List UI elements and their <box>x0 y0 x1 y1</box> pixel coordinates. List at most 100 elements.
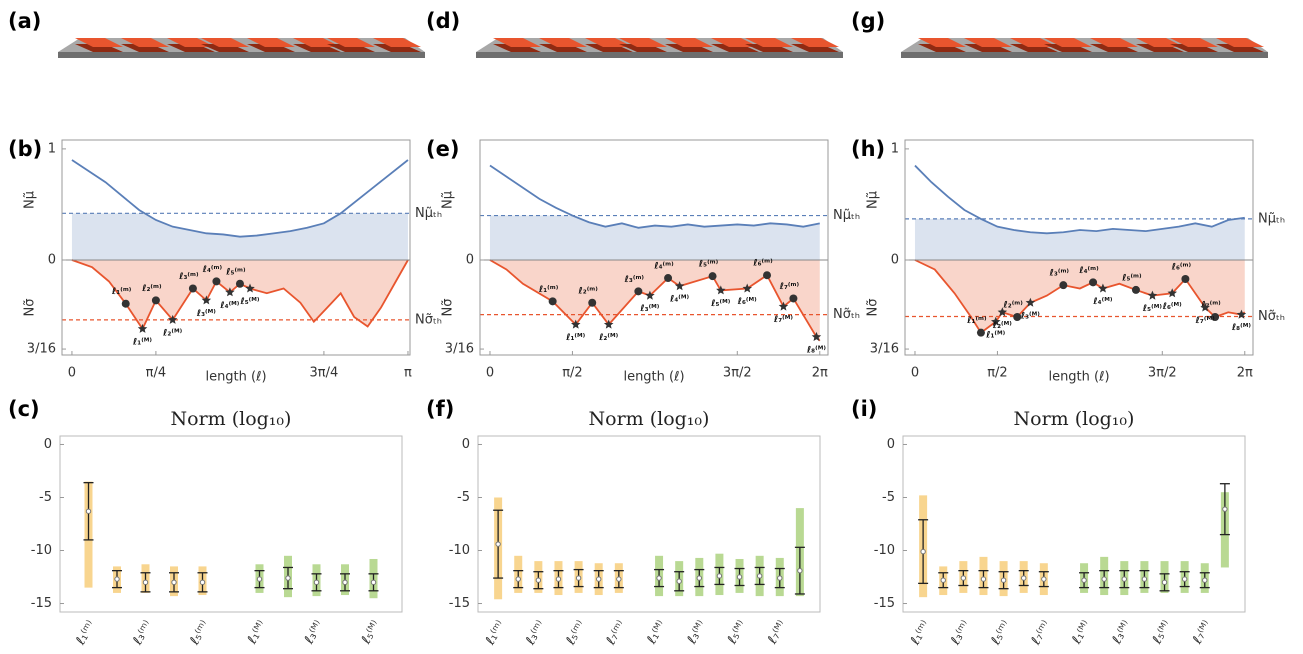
y2-tick-label: 3/16 <box>445 342 474 357</box>
frame <box>61 139 411 356</box>
marker-label: ℓ₆⁽ᵐ⁾ <box>1171 263 1192 273</box>
strip-top <box>619 38 667 47</box>
strip-top <box>1044 38 1092 47</box>
marker-label: ℓ₅⁽ᴹ⁾ <box>710 299 730 309</box>
marker-star <box>716 285 726 295</box>
marker-star <box>997 307 1008 317</box>
marker-label: ℓ₄⁽ᴹ⁾ <box>219 301 239 311</box>
strip-top <box>247 38 295 47</box>
mean-point <box>756 573 763 579</box>
marker-star <box>167 314 178 324</box>
marker-label: ℓ₁⁽ᵐ⁾ <box>538 285 559 295</box>
y-tick-label: -5 <box>882 490 895 505</box>
marker-label: ℓ₆⁽ᴹ⁾ <box>1162 302 1182 312</box>
mean-point <box>1041 576 1047 582</box>
x-tick-label: π <box>404 366 412 381</box>
x-tick-label: ℓ₁⁽ᵐ⁾ <box>483 618 509 648</box>
y-tick-label: 0 <box>44 437 52 452</box>
mean-point <box>960 575 967 581</box>
mean-point <box>716 573 723 579</box>
marker-star <box>225 287 235 297</box>
curve <box>914 164 1245 235</box>
strip-side <box>167 44 215 52</box>
y-tick-label: -10 <box>449 543 470 558</box>
marker-circle <box>212 277 221 286</box>
strip-top <box>121 38 169 47</box>
marker-label: ℓ₁⁽ᴹ⁾ <box>565 333 585 343</box>
frame <box>477 435 821 613</box>
marker-star <box>811 331 822 341</box>
strip-side <box>1216 44 1264 52</box>
marker-label: ℓ₂⁽ᴹ⁾ <box>992 321 1012 331</box>
x-axis-label: length (ℓ) <box>1048 370 1109 385</box>
mean-point <box>535 577 542 583</box>
curve <box>71 159 409 238</box>
curve <box>71 259 409 331</box>
marker-star <box>1147 290 1158 300</box>
y-tick-label: 0 <box>48 253 56 268</box>
marker-label: ℓ₄⁽ᵐ⁾ <box>653 262 674 272</box>
threshold-label: Nσ̃ₜₕ <box>833 307 860 322</box>
strip-side <box>493 44 541 52</box>
x-tick-label: ℓ₁⁽ᵐ⁾ <box>908 618 934 648</box>
strip-side <box>1010 44 1058 52</box>
marker-circle <box>1013 313 1022 321</box>
x-tick-label: ℓ₁⁽ᵐ⁾ <box>73 618 99 648</box>
marker-label: ℓ₅⁽ᴹ⁾ <box>1142 304 1162 314</box>
strip-top <box>964 38 1012 47</box>
x-tick-label: ℓ₃⁽ᵐ⁾ <box>523 618 549 648</box>
marker-star <box>603 319 614 329</box>
mean-point <box>920 548 926 555</box>
strip-side <box>1090 44 1138 52</box>
strip-side <box>964 44 1012 52</box>
area <box>489 260 820 341</box>
threshold-label: Nμ̃ₜₕ <box>415 206 442 221</box>
strip-top <box>539 38 587 47</box>
mean-point <box>656 575 662 581</box>
mean-point <box>1141 576 1148 582</box>
x-tick-label: π/2 <box>987 366 1007 381</box>
strip-side <box>1136 44 1184 52</box>
x-tick-label: ℓ₅⁽ᴹ⁾ <box>358 618 384 647</box>
mean-point <box>1121 576 1127 582</box>
marker-label: ℓ₂⁽ᵐ⁾ <box>1003 301 1024 311</box>
substrate-edge <box>901 52 1268 58</box>
marker-label: ℓ₇⁽ᴹ⁾ <box>773 315 793 325</box>
marker-label: ℓ₃⁽ᵐ⁾ <box>178 272 199 282</box>
strip-side <box>665 44 713 52</box>
marker-circle <box>1059 281 1068 290</box>
threshold-label: Nσ̃ₜₕ <box>415 312 442 327</box>
marker-label: ℓ₁⁽ᵐ⁾ <box>966 316 987 326</box>
mean-point <box>555 576 562 582</box>
marker-circle <box>121 299 130 308</box>
x-tick-label: 3π/2 <box>723 366 752 381</box>
marker-circle <box>1131 285 1140 294</box>
mean-point <box>616 576 622 582</box>
marker-label: ℓ₁⁽ᴹ⁾ <box>132 337 152 347</box>
mean-point <box>495 541 501 547</box>
strip-top <box>1090 38 1138 47</box>
frame <box>479 139 829 356</box>
x-tick-label: 2π <box>1237 366 1253 381</box>
y-tick-label: 0 <box>891 253 899 268</box>
panel-label: (g) <box>851 9 885 33</box>
mean-point <box>1202 577 1208 583</box>
x-tick-label: ℓ₇⁽ᵐ⁾ <box>603 618 629 648</box>
mean-point <box>256 576 263 582</box>
y-tick-label: 0 <box>466 253 474 268</box>
marker-star <box>778 301 789 311</box>
strip-top <box>1170 38 1218 47</box>
mean-point <box>1101 576 1107 582</box>
area <box>914 260 1245 333</box>
axis-label: Nμ̃ <box>866 191 881 209</box>
marker-label: ℓ₅⁽ᵐ⁾ <box>698 260 719 270</box>
y-tick-label: 1 <box>891 141 899 156</box>
marker-label: ℓ₃⁽ᴹ⁾ <box>196 309 216 319</box>
panel-label: (b) <box>8 137 42 161</box>
area <box>489 215 820 260</box>
y-tick-label: -15 <box>449 596 470 611</box>
x-tick-label: ℓ₅⁽ᵐ⁾ <box>187 618 213 648</box>
panel-label: (c) <box>8 397 40 421</box>
strip-side <box>247 44 295 52</box>
